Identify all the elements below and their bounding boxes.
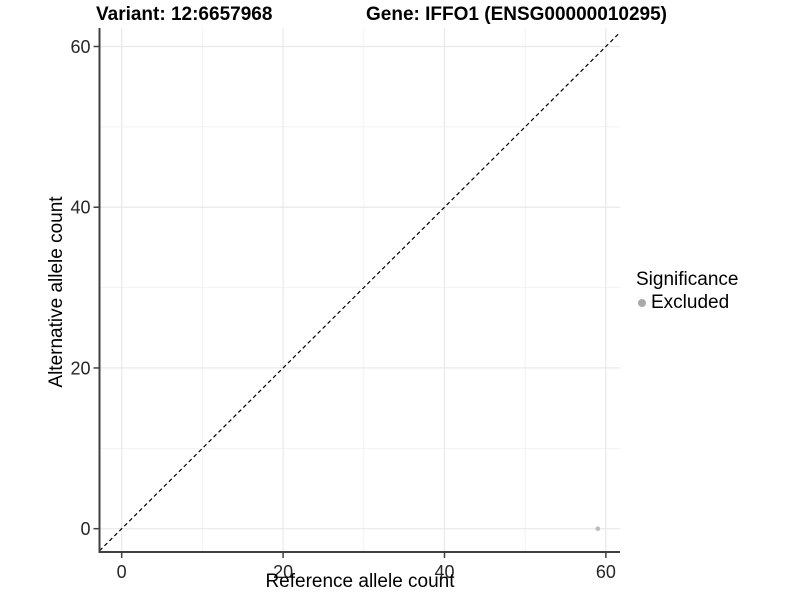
gene-title: Gene: IFFO1 (ENSG00000010295) [366, 4, 667, 25]
data-point [595, 526, 601, 531]
legend-item-label: Excluded [651, 292, 730, 313]
variant-title: Variant: 12:6657968 [96, 4, 273, 25]
y-tick-label: 60 [70, 37, 90, 57]
identity-dashed-line [99, 31, 621, 552]
x-axis-label: Reference allele count [265, 571, 455, 592]
legend: Significance Excluded [636, 268, 738, 314]
legend-item-excluded: Excluded [636, 292, 738, 314]
legend-title: Significance [636, 269, 739, 290]
legend-key-dot-icon [638, 299, 646, 307]
y-tick-label: 0 [80, 519, 90, 539]
x-tick-label: 0 [117, 562, 127, 582]
y-tick-label: 20 [70, 358, 90, 378]
x-tick-label: 40 [434, 562, 454, 582]
x-tick-label: 60 [596, 562, 616, 582]
y-tick-label: 40 [70, 198, 90, 218]
y-axis-label: Alternative allele count [46, 196, 67, 388]
x-tick-label: 20 [273, 562, 293, 582]
